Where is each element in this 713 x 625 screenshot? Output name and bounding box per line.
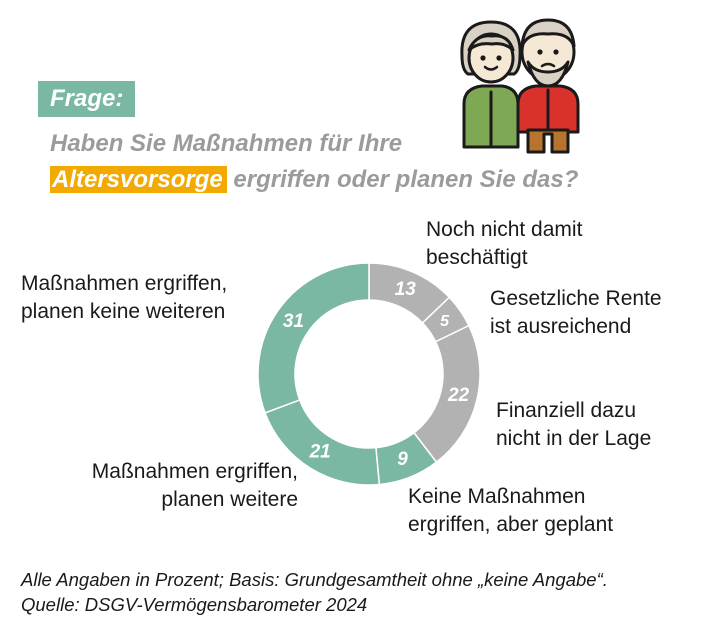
footnote-basis: Alle Angaben in Prozent; Basis: Grundges… [21,569,608,590]
donut-value-labels: 13 5 22 9 21 31 [283,279,470,470]
footnote: Alle Angaben in Prozent; Basis: Grundges… [21,567,608,617]
elderly-couple-icon [460,18,580,154]
question-text: Haben Sie Maßnahmen für Ihre Altersvorso… [50,126,670,198]
donut-value-label: 5 [440,313,450,330]
donut-value-label: 21 [309,441,331,462]
donut-slices [257,262,481,486]
category-label: Maßnahmen ergriffen, planen keine weitere… [21,272,228,323]
category-label: Noch nicht damit beschäftigt [426,218,583,269]
donut-value-label: 31 [283,311,304,332]
donut-value-label: 9 [397,449,408,470]
question-part1: Haben Sie Maßnahmen für Ihre [50,130,403,157]
category-label: Keine Maßnahmen ergriffen, aber geplant [408,485,614,536]
question-highlight: Altersvorsorge [50,166,227,193]
footnote-source: Quelle: DSGV-Vermögensbarometer 2024 [21,594,368,615]
donut-value-label: 22 [447,385,470,406]
question-part2: ergriffen oder planen Sie das? [233,166,579,193]
category-label: Maßnahmen ergriffen, planen weitere [91,460,298,511]
category-label: Finanziell dazu nicht in der Lage [496,399,652,450]
donut-value-label: 13 [395,279,417,300]
category-label: Gesetzliche Rente ist ausreichend [490,287,662,338]
donut-slice [257,262,370,414]
question-tag: Frage: [38,81,136,117]
